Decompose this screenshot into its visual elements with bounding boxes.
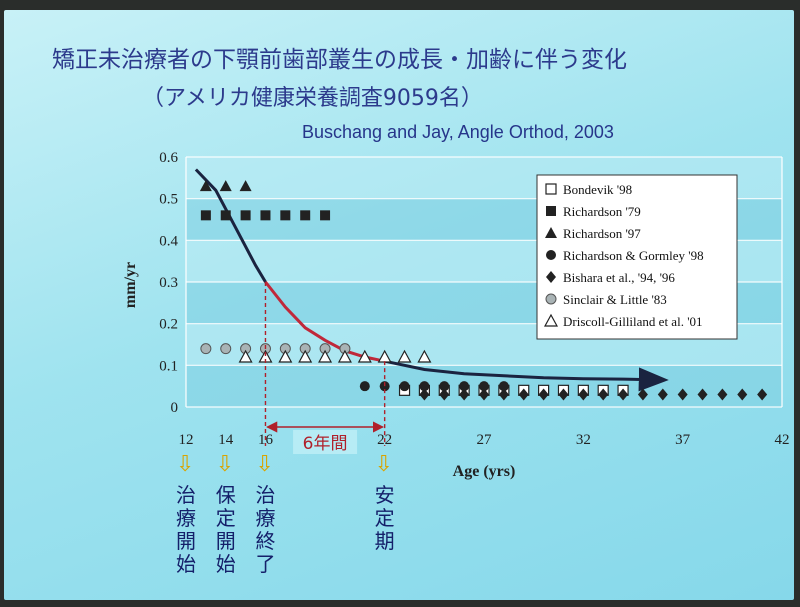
data-point [459, 381, 470, 392]
trend-curve-early [194, 168, 267, 283]
data-point [219, 180, 232, 192]
down-arrow-icon: ⇩ [176, 452, 195, 477]
data-point [357, 349, 372, 363]
data-point [757, 388, 768, 401]
data-point [419, 388, 430, 401]
data-point [538, 388, 549, 401]
data-marks [199, 180, 768, 401]
x-tick-label: 27 [477, 432, 493, 448]
y-tick-label: 0.6 [159, 150, 178, 166]
data-point [439, 388, 450, 401]
y-tick-label: 0.1 [159, 358, 178, 374]
y-axis-label: mm/yr [122, 262, 139, 308]
x-tick-label: 42 [775, 432, 790, 448]
title-line1: 矯正未治療者の下顎前歯部叢生の成長・加齢に伴う変化 [52, 47, 627, 73]
data-point [498, 388, 509, 401]
legend-marker [545, 293, 557, 305]
data-point [439, 381, 450, 392]
data-point [598, 388, 609, 401]
legend: Bondevik '98 Richardson '79 Richardson '97… [536, 174, 738, 340]
legend-entry: Sinclair & Little '83 [563, 292, 667, 307]
interval-annotation: 6年間 [264, 282, 386, 454]
down-arrow-icon: ⇩ [215, 452, 235, 477]
data-point [240, 210, 251, 221]
legend-marker [546, 250, 556, 260]
legend-marker [543, 313, 559, 327]
x-tick-label: 12 [179, 432, 194, 448]
interval-label-bg [293, 430, 358, 454]
stage-label: 治療開始 [176, 483, 196, 576]
data-point [479, 381, 489, 392]
legend-marker [546, 271, 556, 283]
trend-curve-late [384, 359, 669, 392]
data-point [318, 349, 333, 363]
y-tick-label: 0.5 [159, 192, 178, 208]
data-point [260, 210, 271, 221]
stage-label: 安定期 [374, 483, 395, 553]
down-arrow-icon: ⇩ [255, 452, 274, 477]
data-point [280, 210, 291, 221]
legend-entry: Richardson '97 [563, 226, 641, 241]
y-tick-label: 0.2 [159, 317, 178, 333]
legend-entry: Richardson & Gormley '98 [563, 248, 704, 263]
data-point [397, 349, 412, 363]
x-axis-label: Age (yrs) [453, 463, 516, 480]
data-point [320, 210, 331, 221]
y-tick-label: 0.3 [159, 275, 178, 291]
x-tick-label: 14 [218, 432, 234, 448]
data-point [697, 388, 708, 401]
axis-ticks: 00.10.20.30.40.50.612 14 16 22 27 32 37 42 [159, 150, 789, 448]
data-point [239, 180, 252, 192]
data-point [337, 349, 352, 363]
data-point [199, 180, 212, 192]
data-point [459, 388, 470, 401]
source-citation: Buschang and Jay, Angle Orthod, 2003 [302, 122, 614, 142]
data-point [578, 388, 589, 401]
data-point [419, 381, 430, 392]
legend-entry: Bishara et al., '94, '96 [563, 270, 675, 285]
interval-label: 6年間 [303, 434, 348, 454]
data-point [238, 349, 253, 363]
data-point [657, 388, 668, 401]
data-point [558, 388, 569, 401]
data-point [298, 349, 313, 363]
legend-marker [546, 206, 556, 216]
data-point [220, 210, 231, 221]
title-line2: （アメリカ健康栄養調査9059名） [142, 86, 483, 111]
data-point [220, 343, 232, 355]
data-point [200, 343, 212, 355]
data-point [200, 210, 211, 221]
legend-entry: Bondevik '98 [563, 182, 632, 197]
stage-label: 治療終了 [255, 483, 276, 576]
data-point [399, 381, 410, 392]
x-tick-label: 32 [576, 432, 591, 448]
down-arrow-icon: ⇩ [374, 452, 394, 477]
legend-marker [545, 227, 557, 238]
y-tick-label: 0.4 [159, 233, 178, 249]
legend-entry: Driscoll-Gilliland et al. '01 [563, 314, 703, 329]
legend-entry: Richardson '79 [563, 204, 641, 219]
stage-label: 保定開始 [215, 483, 236, 576]
data-point [417, 349, 432, 363]
data-point [359, 381, 370, 392]
data-point [677, 388, 688, 401]
data-point [498, 381, 509, 392]
data-point [300, 210, 311, 221]
legend-marker [545, 183, 557, 195]
data-point [737, 388, 748, 401]
x-tick-label: 37 [675, 432, 691, 448]
legend-box [536, 174, 738, 340]
data-point [518, 388, 529, 401]
data-point [637, 388, 648, 401]
data-point [479, 388, 489, 401]
data-point [717, 388, 728, 401]
y-tick-label: 0 [171, 400, 179, 416]
data-point [278, 349, 293, 363]
data-point [618, 388, 629, 401]
